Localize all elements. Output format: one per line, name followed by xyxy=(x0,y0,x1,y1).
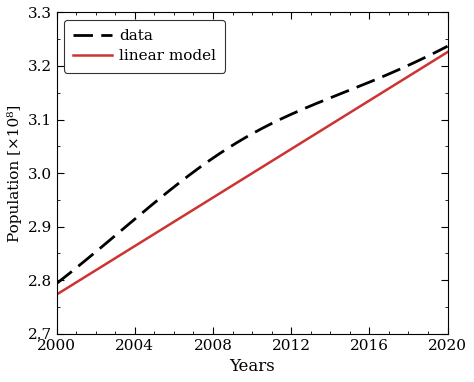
data xyxy=(374,77,380,81)
data xyxy=(265,123,271,128)
linear model xyxy=(286,148,292,152)
linear model xyxy=(435,56,441,60)
data xyxy=(54,281,59,286)
Line: data: data xyxy=(56,46,447,283)
data xyxy=(286,113,292,117)
data xyxy=(242,136,247,140)
linear model xyxy=(374,94,380,98)
linear model xyxy=(265,161,271,166)
Line: linear model: linear model xyxy=(56,52,447,295)
data xyxy=(445,44,450,49)
data xyxy=(435,49,441,53)
linear model xyxy=(445,50,450,54)
Y-axis label: Population [×10⁸]: Population [×10⁸] xyxy=(7,104,22,242)
linear model xyxy=(239,177,245,182)
data xyxy=(239,137,245,142)
Legend: data, linear model: data, linear model xyxy=(64,20,226,73)
linear model xyxy=(54,292,59,297)
linear model xyxy=(242,176,247,180)
X-axis label: Years: Years xyxy=(229,358,275,375)
